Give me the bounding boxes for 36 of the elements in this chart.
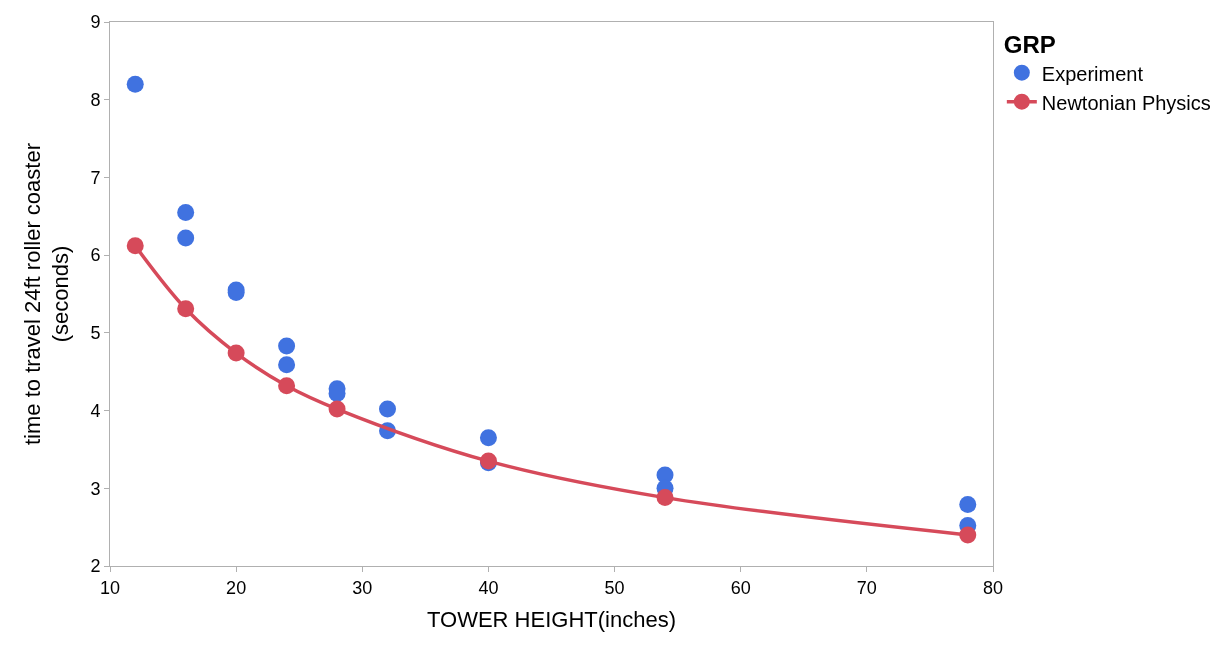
x-tick-label: 80 — [982, 577, 1004, 598]
point — [479, 429, 497, 447]
point — [379, 400, 397, 418]
y-tick-label: 8 — [90, 90, 101, 111]
y-tick-label: 5 — [90, 323, 101, 344]
legend-title: GRP — [1003, 31, 1056, 59]
y-tick-label: 3 — [90, 478, 101, 499]
point — [278, 377, 296, 395]
point — [177, 203, 195, 221]
point — [126, 237, 144, 255]
y-tick-label: 2 — [90, 556, 101, 577]
y-axis-title: time to travel 24ft roller coaster (seconds) — [19, 142, 74, 446]
x-tick-label: 40 — [478, 577, 499, 598]
y-tick-label: 4 — [90, 400, 101, 421]
y-tick-label: 7 — [90, 167, 101, 188]
x-axis-title: TOWER HEIGHT(inches) — [427, 607, 676, 633]
point — [126, 75, 144, 93]
point — [177, 300, 195, 318]
legend-label: Experiment — [1041, 62, 1144, 85]
x-tick-label: 70 — [856, 577, 877, 598]
x-tick-label: 30 — [352, 577, 373, 598]
point — [177, 229, 195, 247]
point — [959, 526, 977, 544]
x-tick-label: 20 — [226, 577, 247, 598]
legend-label: Newtonian Physics — [1041, 91, 1211, 114]
x-tick-label: 60 — [730, 577, 751, 598]
point — [656, 489, 674, 507]
x-tick-label: 50 — [604, 577, 625, 598]
point — [959, 496, 977, 514]
point — [328, 400, 346, 418]
point — [278, 337, 296, 355]
point — [227, 344, 245, 362]
point — [278, 356, 296, 374]
y-tick-label: 6 — [90, 245, 101, 266]
x-tick-label: 10 — [99, 577, 121, 598]
y-tick-label: 9 — [90, 12, 101, 33]
